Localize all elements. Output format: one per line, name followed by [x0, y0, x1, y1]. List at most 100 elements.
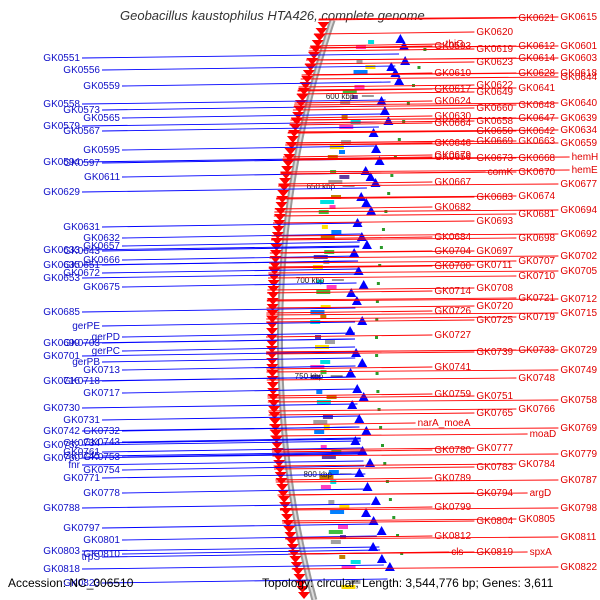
gene-label-right[interactable]: GK0729	[560, 345, 597, 356]
gene-label-left[interactable]: GK0657	[83, 241, 120, 252]
gene-label-left[interactable]: GK0675	[83, 282, 120, 293]
gene-label-right[interactable]: GK0614	[518, 53, 555, 64]
gene-label-right[interactable]: GK0710	[518, 271, 555, 282]
gene-label-right[interactable]: GK0612	[518, 41, 555, 52]
gene-label-right[interactable]: GK0601	[560, 41, 597, 52]
gene-label-right[interactable]: GK0628	[518, 68, 555, 79]
gene-label-left[interactable]: GK0803	[43, 546, 80, 557]
gene-label-left[interactable]: GK0559	[83, 81, 120, 92]
gene-label-left[interactable]: GK0752	[43, 440, 80, 451]
gene-label-right[interactable]: GK0702	[560, 251, 597, 262]
gene-label-right[interactable]: GK0658	[476, 116, 513, 127]
gene-label-right[interactable]: cls	[451, 547, 463, 558]
gene-label-left[interactable]: GK0579	[43, 121, 80, 132]
gene-label-right[interactable]: GK0784	[518, 459, 555, 470]
gene-label-left[interactable]: GK0666	[83, 255, 120, 266]
gene-label-left[interactable]: GK0597	[63, 158, 100, 169]
gene-label-right[interactable]: GK0639	[560, 113, 597, 124]
gene-label-left[interactable]: fnr	[68, 460, 80, 471]
gene-label-right[interactable]: GK0749	[560, 365, 597, 376]
gene-label-right[interactable]: GK0677	[560, 179, 597, 190]
gene-label-left[interactable]: GK0810	[83, 549, 120, 560]
gene-label-right[interactable]: GK0783	[476, 462, 513, 473]
gene-label-right[interactable]: GK0720	[476, 301, 513, 312]
gene-label-right[interactable]: GK0640	[560, 98, 597, 109]
gene-label-right[interactable]: GK0630	[434, 111, 471, 122]
gene-label-right[interactable]: GK0664	[434, 118, 471, 129]
gene-label-right[interactable]: GK0683	[476, 192, 513, 203]
gene-label-left[interactable]: GK0651	[63, 260, 100, 271]
gene-label-left[interactable]: GK0778	[83, 488, 120, 499]
gene-label-right[interactable]: GK0700	[434, 261, 471, 272]
gene-label-right[interactable]: GK0721	[518, 293, 555, 304]
gene-label-right[interactable]: GK0758	[560, 395, 597, 406]
gene-label-left[interactable]: gerPE	[72, 321, 100, 332]
gene-label-right[interactable]: GK0674	[518, 191, 555, 202]
gene-label-left[interactable]: GK0629	[43, 187, 80, 198]
gene-label-left[interactable]: GK0567	[63, 126, 100, 137]
gene-label-left[interactable]: GK0734	[63, 438, 100, 449]
gene-label-right[interactable]: GK0780	[434, 445, 471, 456]
gene-label-left[interactable]: GK0701	[43, 351, 80, 362]
gene-label-left[interactable]: GK0703	[63, 338, 100, 349]
gene-label-left[interactable]: GK0818	[43, 564, 80, 575]
gene-label-left[interactable]: GK0699	[43, 338, 80, 349]
gene-label-left[interactable]: GK0633	[43, 245, 80, 256]
gene-label-right[interactable]: GK0704	[434, 246, 471, 257]
gene-label-right[interactable]: GK0766	[518, 404, 555, 415]
gene-label-right[interactable]: GK0659	[560, 138, 597, 149]
gene-label-right[interactable]: GK0819	[476, 547, 513, 558]
gene-label-left[interactable]: GK0754	[83, 465, 120, 476]
gene-label-right[interactable]: moaD	[530, 429, 557, 440]
gene-label-left[interactable]: GK0716	[43, 376, 80, 387]
gene-label-right[interactable]: GK0759	[434, 389, 471, 400]
gene-label-right[interactable]: GK0777	[476, 443, 513, 454]
gene-label-right[interactable]: GK0617	[434, 84, 471, 95]
gene-label-right[interactable]: GK0624	[434, 96, 471, 107]
gene-label-left[interactable]: GK0743	[83, 437, 120, 448]
gene-label-left[interactable]: GK0731	[63, 415, 100, 426]
gene-label-left[interactable]: GK0788	[43, 503, 80, 514]
gene-label-right[interactable]: GK0620	[476, 27, 513, 38]
gene-label-right[interactable]: GK0698	[518, 233, 555, 244]
gene-label-left[interactable]: GK0685	[43, 307, 80, 318]
gene-label-right[interactable]: GK0725	[476, 315, 513, 326]
gene-label-left[interactable]: GK0742	[43, 426, 80, 437]
gene-label-right[interactable]: GK0694	[560, 205, 597, 216]
gene-label-right[interactable]: GK0769	[560, 423, 597, 434]
gene-label-right[interactable]: GK0812	[434, 531, 471, 542]
gene-label-right[interactable]: GK0673	[476, 153, 513, 164]
gene-label-left[interactable]: GK0594	[43, 157, 80, 168]
gene-label-right[interactable]: GK0668	[518, 153, 555, 164]
gene-label-right[interactable]: GK0708	[476, 283, 513, 294]
gene-label-left[interactable]: GK0760	[43, 453, 80, 464]
gene-label-right[interactable]: GK0804	[476, 516, 513, 527]
gene-label-left[interactable]: trpS	[82, 552, 101, 563]
gene-label-left[interactable]: gerPB	[72, 357, 100, 368]
gene-label-left[interactable]: GK0713	[83, 365, 120, 376]
gene-label-right[interactable]: GK0621	[518, 13, 555, 24]
gene-label-left[interactable]: GK0718	[63, 376, 100, 387]
gene-label-right[interactable]: GK0751	[476, 391, 513, 402]
gene-label-right[interactable]: GK0707	[518, 256, 555, 267]
gene-label-right[interactable]: GK0649	[476, 87, 513, 98]
gene-label-left[interactable]: GK0643	[63, 246, 100, 257]
gene-label-left[interactable]: GK0556	[63, 65, 100, 76]
gene-label-right[interactable]: GK0634	[560, 125, 597, 136]
gene-label-right[interactable]: GK0667	[434, 177, 471, 188]
gene-label-right[interactable]: comK	[488, 167, 514, 178]
gene-label-right[interactable]: thiG	[446, 39, 465, 50]
gene-label-right[interactable]: GK0805	[518, 514, 555, 525]
gene-label-right[interactable]: GK0623	[476, 57, 513, 68]
gene-label-right[interactable]: GK0684	[434, 232, 471, 243]
gene-label-left[interactable]: GK0632	[83, 233, 120, 244]
gene-label-right[interactable]: GK0669	[476, 136, 513, 147]
gene-label-right[interactable]: GK0693	[476, 216, 513, 227]
gene-label-right[interactable]: GK0794	[476, 488, 513, 499]
gene-label-right[interactable]: GK0811	[560, 532, 596, 543]
gene-label-right[interactable]: GK0789	[434, 473, 471, 484]
gene-label-right[interactable]: GK0799	[434, 502, 471, 513]
gene-label-right[interactable]: narA_moeA	[418, 418, 471, 429]
gene-label-left[interactable]: gerPC	[92, 346, 120, 357]
gene-label-right[interactable]: GK0618	[560, 68, 597, 79]
